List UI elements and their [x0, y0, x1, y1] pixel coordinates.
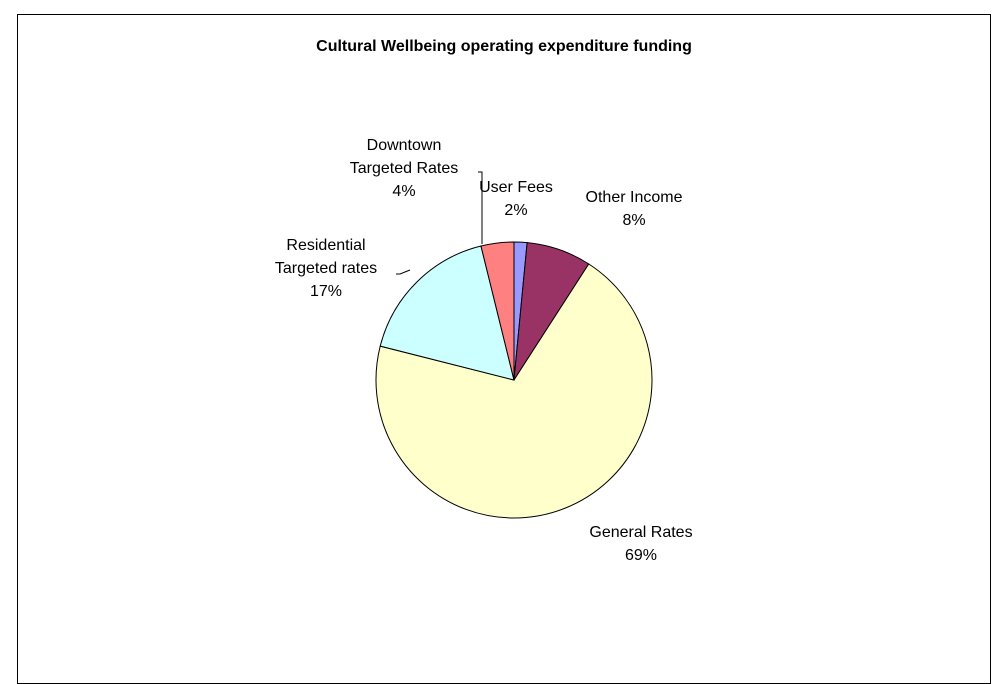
slice-label-general-rates: General Rates 69%: [589, 524, 693, 564]
pie-slice-downtown-targeted-rates: [480, 241, 515, 381]
slice-label-residential-targeted-rates: Residential Targeted rates 17%: [274, 237, 378, 300]
pie-slice-residential-targeted-rates: [379, 245, 515, 381]
slice-label-other-income: Other Income 8%: [585, 189, 683, 229]
slice-label-downtown-targeted-rates: Downtown Targeted Rates 4%: [349, 137, 459, 200]
leader-line-downtown: [478, 171, 483, 244]
pie-slice-general-rates: [375, 263, 653, 519]
leader-line-residential: [396, 269, 411, 275]
slice-label-user-fees: User Fees 2%: [479, 179, 553, 219]
chart-title: Cultural Wellbeing operating expenditure…: [316, 38, 692, 55]
